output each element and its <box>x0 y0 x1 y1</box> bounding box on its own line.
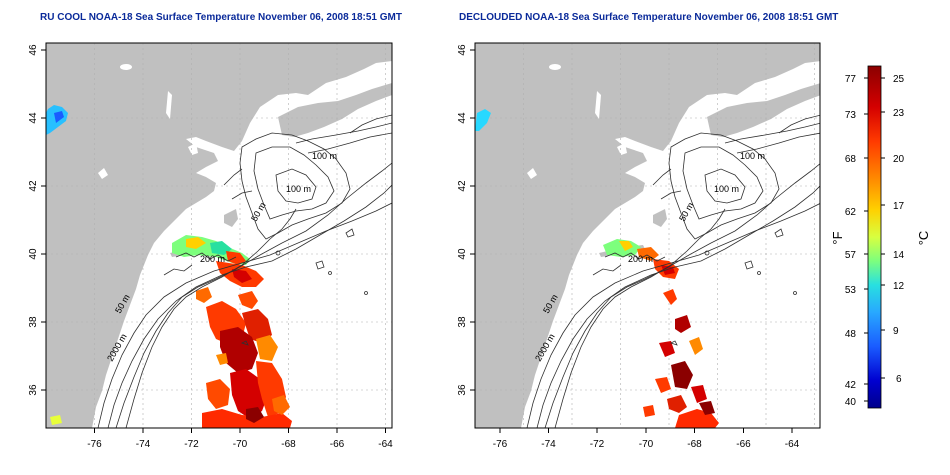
celsius-tick: 23 <box>893 108 905 119</box>
right-map-title: DECLOUDED NOAA-18 Sea Surface Temperatur… <box>459 12 839 23</box>
x-tick-label: -72 <box>590 439 605 450</box>
fahrenheit-tick: 48 <box>845 329 857 340</box>
fahrenheit-tick: 53 <box>845 285 857 296</box>
celsius-tick: 20 <box>893 154 905 165</box>
y-tick-label: 42 <box>457 180 468 192</box>
contour-label: 200 m <box>200 254 225 264</box>
right-y-axis: 36 38 40 42 44 46 <box>457 44 475 396</box>
fahrenheit-tick: 68 <box>845 154 857 165</box>
x-tick-label: -64 <box>785 439 800 450</box>
celsius-unit-label: °C <box>916 231 931 246</box>
celsius-tick: 14 <box>893 250 905 261</box>
contour-label: 100 m <box>286 184 311 194</box>
x-tick-label: -74 <box>541 439 556 450</box>
right-sst-data <box>475 109 719 428</box>
contour-label: 100 m <box>312 151 337 161</box>
fahrenheit-tick: 57 <box>845 250 857 261</box>
y-tick-label: 38 <box>457 316 468 328</box>
fahrenheit-unit-label: °F <box>830 231 845 244</box>
right-map: 100 m 100 m 50 m 200 m 50 m 2000 m -76 -… <box>457 42 821 450</box>
x-tick-label: -70 <box>233 439 248 450</box>
celsius-scale: 25 23 20 17 14 12 9 6 <box>881 74 905 385</box>
x-tick-label: -68 <box>687 439 702 450</box>
x-tick-label: -68 <box>281 439 296 450</box>
fahrenheit-scale: 77 73 68 62 57 53 48 42 40 <box>845 74 868 408</box>
fahrenheit-tick: 42 <box>845 380 857 391</box>
left-y-axis: 36 38 40 42 44 46 <box>28 44 46 396</box>
temperature-colorbar: 77 73 68 62 57 53 48 42 40 25 23 20 <box>830 65 931 409</box>
fahrenheit-tick: 40 <box>845 397 857 408</box>
y-tick-label: 46 <box>457 44 468 56</box>
x-tick-label: -76 <box>493 439 508 450</box>
y-tick-label: 42 <box>28 180 39 192</box>
y-tick-label: 40 <box>28 248 39 260</box>
x-tick-label: -64 <box>378 439 393 450</box>
left-sst-data <box>46 105 292 428</box>
fahrenheit-tick: 62 <box>845 207 857 218</box>
celsius-tick: 9 <box>893 326 899 337</box>
fahrenheit-tick: 77 <box>845 74 857 85</box>
y-tick-label: 44 <box>457 112 468 124</box>
x-tick-label: -72 <box>184 439 199 450</box>
celsius-tick: 12 <box>893 281 905 292</box>
contour-label: 100 m <box>740 151 765 161</box>
contour-label: 200 m <box>628 254 653 264</box>
y-tick-label: 40 <box>457 248 468 260</box>
celsius-tick: 25 <box>893 74 905 85</box>
x-tick-label: -66 <box>330 439 345 450</box>
x-tick-label: -66 <box>736 439 751 450</box>
y-tick-label: 36 <box>28 384 39 396</box>
colorbar-gradient <box>867 65 882 409</box>
y-tick-label: 36 <box>457 384 468 396</box>
left-x-axis: -76 -74 -72 -70 -68 -66 -64 <box>87 428 393 450</box>
y-tick-label: 38 <box>28 316 39 328</box>
x-tick-label: -74 <box>136 439 151 450</box>
x-tick-label: -76 <box>87 439 102 450</box>
right-x-axis: -76 -74 -72 -70 -68 -66 -64 <box>493 428 800 450</box>
celsius-tick: 17 <box>893 201 905 212</box>
left-map-title: RU COOL NOAA-18 Sea Surface Temperature … <box>40 12 402 23</box>
fahrenheit-tick: 73 <box>845 110 857 121</box>
y-tick-label: 46 <box>28 44 39 56</box>
contour-label: 100 m <box>714 184 739 194</box>
x-tick-label: -70 <box>639 439 654 450</box>
left-map: 100 m 100 m 50 m 200 m 50 m 2000 m -76 -… <box>28 42 393 450</box>
y-tick-label: 44 <box>28 112 39 124</box>
celsius-tick: 6 <box>896 374 902 385</box>
